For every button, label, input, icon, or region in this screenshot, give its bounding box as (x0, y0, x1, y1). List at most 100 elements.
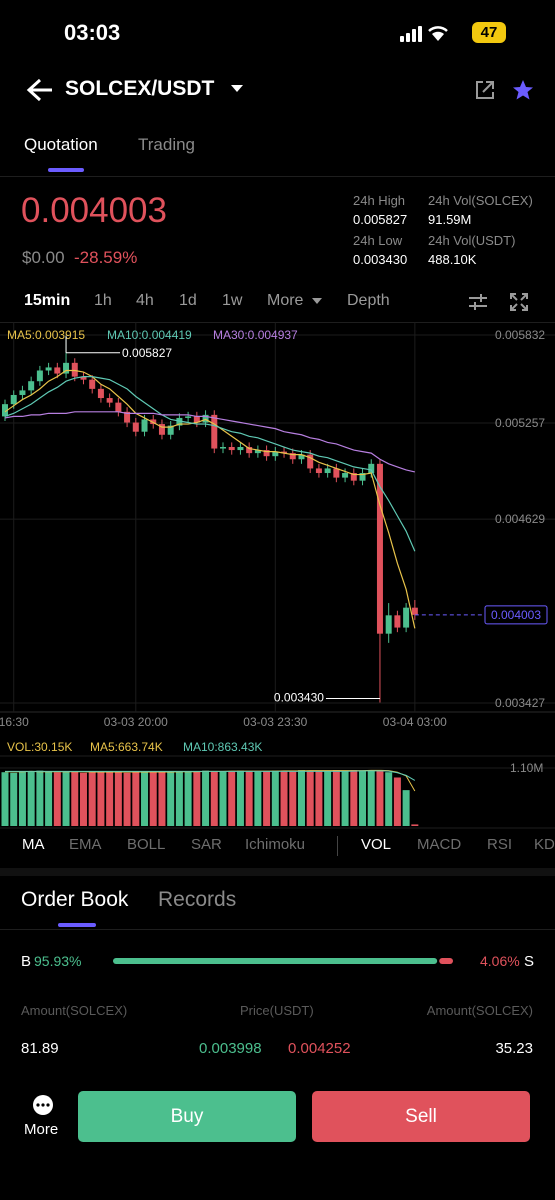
candle-body (80, 376, 87, 380)
volume-ma-line (5, 770, 416, 781)
volume-bar (280, 771, 288, 826)
y-tick-label: 0.005832 (495, 328, 545, 342)
indicator[interactable]: EMA (69, 836, 102, 853)
candle-body (411, 607, 418, 615)
candle-body (376, 463, 383, 634)
indicator[interactable]: MA (22, 836, 45, 853)
volume-bar (306, 770, 314, 826)
interval[interactable]: 4h (136, 292, 154, 309)
pair-caret[interactable] (230, 84, 244, 94)
buy-ratio-bar (113, 958, 438, 964)
records-tab[interactable]: Records (158, 888, 237, 911)
volume-bar (411, 824, 419, 826)
ma-line (4, 376, 416, 552)
candle-body (342, 473, 349, 478)
legend-label: MA10:0.004419 (107, 328, 192, 342)
settings-icon[interactable] (467, 292, 489, 312)
volume-bar (367, 770, 375, 826)
candle-body (54, 367, 61, 374)
stat-value: 488.10K (428, 252, 477, 267)
column-header: Amount(SOLCEX) (426, 1003, 533, 1018)
y-tick-label: 0.005257 (495, 416, 545, 430)
candle-body (246, 447, 253, 454)
more-label[interactable]: More (24, 1121, 59, 1138)
volume-bar (263, 771, 271, 826)
volume-bar (106, 771, 114, 826)
x-tick-label: 16:30 (0, 715, 29, 729)
volume-bar (53, 772, 61, 826)
favorite-icon[interactable] (512, 79, 534, 101)
indicator[interactable]: RSI (487, 836, 513, 853)
stat-value: 91.59M (428, 212, 472, 227)
candle-body (272, 451, 279, 457)
candle-body (19, 390, 26, 395)
interval[interactable]: 1d (179, 292, 197, 309)
depth[interactable]: Depth (347, 292, 390, 309)
pair-title[interactable]: SOLCEX/USDT (65, 77, 214, 101)
ma-line (4, 411, 415, 473)
indicator[interactable]: BOLL (127, 836, 166, 853)
ratio-bar (113, 958, 453, 964)
sell-button[interactable]: Sell (312, 1091, 530, 1142)
candle-body (211, 414, 218, 449)
candle-body (228, 447, 235, 451)
more-icon[interactable] (32, 1094, 54, 1116)
high-marker: 0.005827 (122, 346, 172, 360)
candle-body (36, 370, 43, 382)
volume-bar (71, 771, 79, 826)
tab-indicator (58, 923, 96, 927)
back-button[interactable] (26, 78, 54, 102)
sell-label: S (524, 953, 535, 970)
indicator[interactable]: KD (534, 836, 555, 853)
candle-body (281, 451, 288, 454)
interval[interactable]: 1w (222, 292, 243, 309)
kline-chart: 0.003427 0.004629 0.005257 0.005832 16:30 03-… (0, 322, 555, 829)
volume-bar (10, 772, 18, 826)
battery: 47 (472, 22, 506, 43)
last-price: 0.004003 (21, 191, 167, 230)
volume-bar (402, 790, 410, 826)
volume-bar (114, 772, 122, 826)
last-price-label: 0.004003 (491, 608, 541, 622)
volume-bar (79, 772, 87, 826)
orderbook-tab[interactable]: Order Book (21, 888, 129, 911)
volume-bar (97, 771, 105, 826)
candle-body (132, 422, 139, 432)
sell-ratio: 4.06% (480, 953, 520, 969)
indicator[interactable]: Ichimoku (245, 836, 306, 853)
interval[interactable]: 1h (94, 292, 112, 309)
stat-label: 24h High (353, 193, 406, 208)
interval-more[interactable]: More (267, 292, 304, 309)
candle-body (124, 411, 131, 423)
volume-bar (289, 770, 297, 826)
candle-body (28, 381, 35, 391)
indicator[interactable]: VOL (361, 836, 392, 853)
interval[interactable]: 15min (24, 292, 71, 309)
fullscreen-icon[interactable] (509, 292, 529, 312)
indicator[interactable]: SAR (191, 836, 222, 853)
y-tick-label: 0.003427 (495, 696, 545, 710)
candle-body (10, 394, 17, 405)
stat-value: 0.005827 (353, 212, 408, 227)
candle-body (97, 388, 104, 399)
candle-body (307, 454, 314, 469)
buy-button[interactable]: Buy (78, 1091, 296, 1142)
tab-quotation[interactable]: Quotation (24, 135, 98, 154)
candle-body (289, 453, 296, 460)
x-tick-label: 03-04 03:00 (383, 715, 447, 729)
stat-label: 24h Vol(SOLCEX) (428, 193, 533, 208)
indicator[interactable]: MACD (417, 836, 462, 853)
candle-body (202, 414, 209, 423)
volume-bar (62, 771, 70, 826)
candle-body (158, 424, 165, 435)
candle-body (45, 367, 52, 371)
ma-line (4, 369, 416, 629)
volume-bar (149, 771, 157, 826)
candle-body (359, 473, 366, 481)
divider (0, 929, 555, 930)
candle-body (315, 468, 322, 474)
tab-trading[interactable]: Trading (138, 135, 196, 154)
share-icon[interactable] (474, 79, 496, 101)
candle-body (141, 419, 148, 432)
more-caret (312, 298, 322, 304)
